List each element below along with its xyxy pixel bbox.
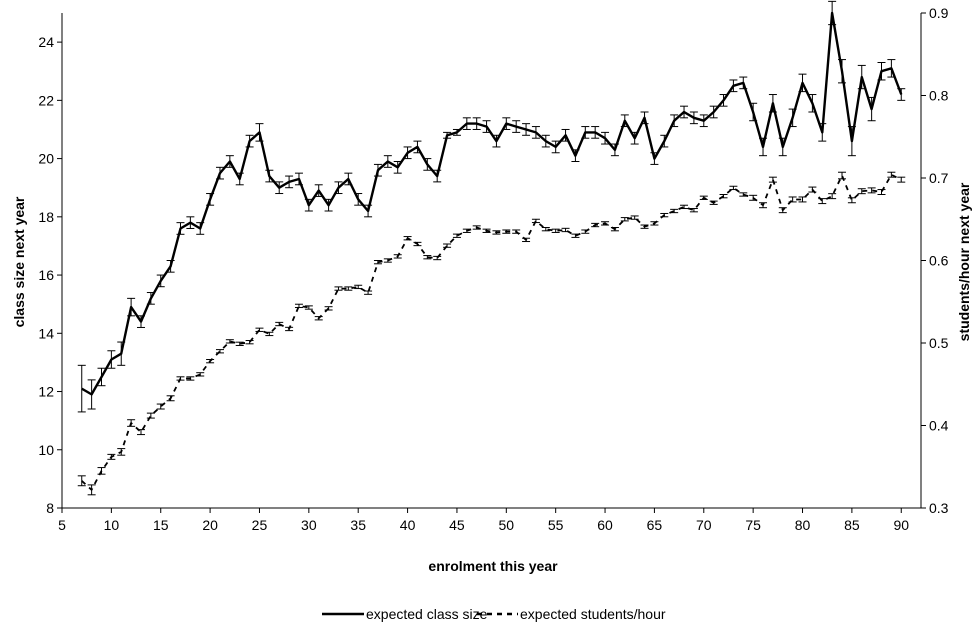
y-right-tick-label: 0.4: [929, 418, 949, 434]
x-tick-label: 55: [548, 517, 564, 533]
x-tick-label: 35: [350, 517, 366, 533]
y-left-tick-label: 12: [38, 384, 54, 400]
series-line-class-size: [81, 11, 903, 396]
x-tick-label: 5: [58, 517, 66, 533]
y-axis-title-right: students/hour next year: [956, 182, 972, 341]
x-tick-label: 60: [597, 517, 613, 533]
y-left-tick-label: 24: [38, 34, 54, 50]
y-left-tick-label: 22: [38, 92, 54, 108]
y-left-tick-label: 16: [38, 267, 54, 283]
x-tick-label: 50: [499, 517, 515, 533]
y-right-tick-label: 0.7: [929, 170, 949, 186]
x-tick-label: 25: [252, 517, 268, 533]
x-tick-label: 70: [696, 517, 712, 533]
legend: expected class size expected students/ho…: [322, 606, 666, 622]
series-line-students-hour: [81, 173, 902, 491]
y-left-tick-label: 8: [46, 500, 54, 516]
error-bars: [77, 0, 906, 496]
series-lines: [81, 11, 903, 491]
legend-label-students-hour: expected students/hour: [520, 606, 666, 622]
x-tick-label: 90: [893, 517, 909, 533]
x-tick-label: 75: [745, 517, 761, 533]
y-right-tick-label: 0.8: [929, 88, 949, 104]
x-tick-label: 10: [104, 517, 120, 533]
y-left-tick-label: 10: [38, 442, 54, 458]
x-tick-label: 15: [153, 517, 169, 533]
tick-labels: 5 10 15 20 25 30 35 40 45 50 55 60 65 70 75 80 85 90 8 10 12…: [38, 5, 948, 533]
x-tick-label: 30: [301, 517, 317, 533]
y-right-tick-label: 0.6: [929, 253, 949, 269]
y-left-tick-label: 18: [38, 209, 54, 225]
axes: [57, 12, 926, 513]
y-right-tick-label: 0.3: [929, 500, 949, 516]
x-tick-label: 45: [449, 517, 465, 533]
y-right-tick-label: 0.5: [929, 335, 949, 351]
y-axis-title-left: class size next year: [11, 196, 27, 327]
x-tick-label: 65: [647, 517, 663, 533]
x-tick-label: 85: [844, 517, 860, 533]
y-left-tick-label: 20: [38, 151, 54, 167]
x-tick-label: 40: [400, 517, 416, 533]
y-right-tick-label: 0.9: [929, 5, 949, 21]
x-tick-label: 80: [795, 517, 811, 533]
y-left-tick-label: 14: [38, 325, 54, 341]
x-axis-title: enrolment this year: [428, 558, 558, 574]
x-tick-label: 20: [202, 517, 218, 533]
legend-label-class-size: expected class size: [366, 606, 488, 622]
